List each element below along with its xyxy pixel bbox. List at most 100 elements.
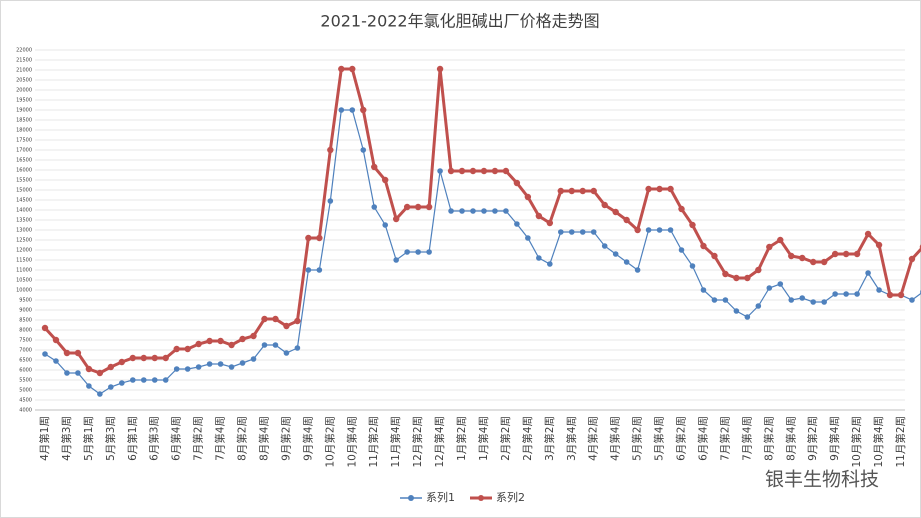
point (162, 354, 169, 362)
point (195, 364, 202, 370)
point (470, 208, 476, 214)
point (480, 167, 488, 175)
y-tick-label: 9500 (19, 298, 32, 304)
point (579, 229, 586, 235)
y-tick-label: 14500 (16, 198, 32, 204)
point (86, 383, 92, 389)
y-tick-label: 11000 (16, 268, 32, 274)
point (382, 176, 389, 184)
point (733, 308, 740, 314)
point (195, 340, 202, 348)
point (799, 295, 806, 301)
point (491, 167, 499, 175)
point (392, 215, 400, 223)
point (250, 356, 257, 362)
point (327, 198, 334, 204)
point (447, 167, 455, 175)
point (228, 341, 235, 349)
point (316, 234, 323, 242)
point (97, 391, 103, 397)
point (437, 168, 443, 174)
x-tick-label: 3月第2周 (543, 416, 556, 461)
point (579, 187, 586, 195)
point (876, 287, 882, 293)
y-tick-label: 12500 (16, 238, 32, 244)
point (886, 291, 894, 299)
x-tick-label: 11月第4周 (389, 416, 402, 468)
y-tick-label: 13000 (16, 228, 32, 234)
point (678, 247, 685, 253)
point (305, 234, 312, 242)
point (294, 345, 301, 351)
point (821, 299, 827, 305)
point (426, 249, 432, 255)
y-tick-label: 9000 (19, 308, 32, 314)
point (338, 65, 345, 73)
point (502, 167, 510, 175)
point (425, 203, 433, 211)
y-tick-label: 16000 (16, 168, 32, 174)
x-tick-label: 6月第4周 (170, 416, 183, 461)
y-tick-label: 21500 (16, 58, 32, 64)
point (766, 243, 773, 251)
x-tick-label: 1月第2周 (455, 416, 468, 461)
x-tick-label: 8月第2周 (236, 416, 249, 461)
point (831, 250, 839, 258)
point (404, 249, 410, 255)
y-tick-label: 6500 (19, 358, 32, 364)
point (75, 370, 81, 376)
point (909, 297, 915, 303)
point (393, 257, 399, 263)
y-tick-label: 7500 (19, 338, 32, 344)
point (52, 336, 60, 344)
point (678, 205, 685, 213)
x-tick-label: 6月第1周 (126, 416, 139, 461)
y-tick-label: 10500 (16, 278, 32, 284)
x-tick-label: 7月第4周 (740, 416, 753, 461)
x-tick-label: 7月第4周 (214, 416, 227, 461)
point (53, 358, 59, 364)
point (513, 179, 521, 187)
point (568, 229, 575, 235)
point (228, 364, 235, 370)
x-tick-label: 11月第2周 (894, 416, 907, 468)
point (700, 287, 707, 293)
point (140, 354, 147, 362)
point (722, 297, 729, 303)
point (217, 361, 224, 367)
point (294, 317, 301, 325)
point (864, 230, 872, 238)
point (305, 267, 312, 273)
point (469, 167, 477, 175)
point (316, 267, 323, 273)
x-tick-label: 9月第4周 (301, 416, 314, 461)
point (755, 266, 762, 274)
y-tick-label: 18500 (16, 118, 32, 124)
point (338, 107, 345, 113)
legend-marker (478, 495, 484, 501)
y-tick-label: 20500 (16, 78, 32, 84)
point (415, 249, 421, 255)
x-tick-label: 9月第2周 (279, 416, 292, 461)
point (601, 201, 608, 209)
x-tick-label: 4月第1周 (38, 416, 51, 461)
point (656, 185, 663, 193)
point (272, 315, 279, 323)
point (261, 315, 268, 323)
x-tick-label: 6月第4周 (696, 416, 709, 461)
x-tick-label: 4月第2周 (587, 416, 600, 461)
x-tick-label: 6月第3周 (148, 416, 161, 461)
point (656, 227, 663, 233)
point (744, 274, 751, 282)
point (788, 297, 795, 303)
point (129, 354, 136, 362)
point (514, 221, 520, 227)
point (755, 303, 762, 309)
point (239, 335, 246, 343)
x-tick-label: 4月第3周 (60, 416, 73, 461)
x-tick-label: 11月第2周 (367, 416, 380, 468)
x-tick-label: 5月第4周 (653, 416, 666, 461)
point (349, 65, 356, 73)
y-tick-label: 16500 (16, 158, 32, 164)
point (711, 297, 718, 303)
